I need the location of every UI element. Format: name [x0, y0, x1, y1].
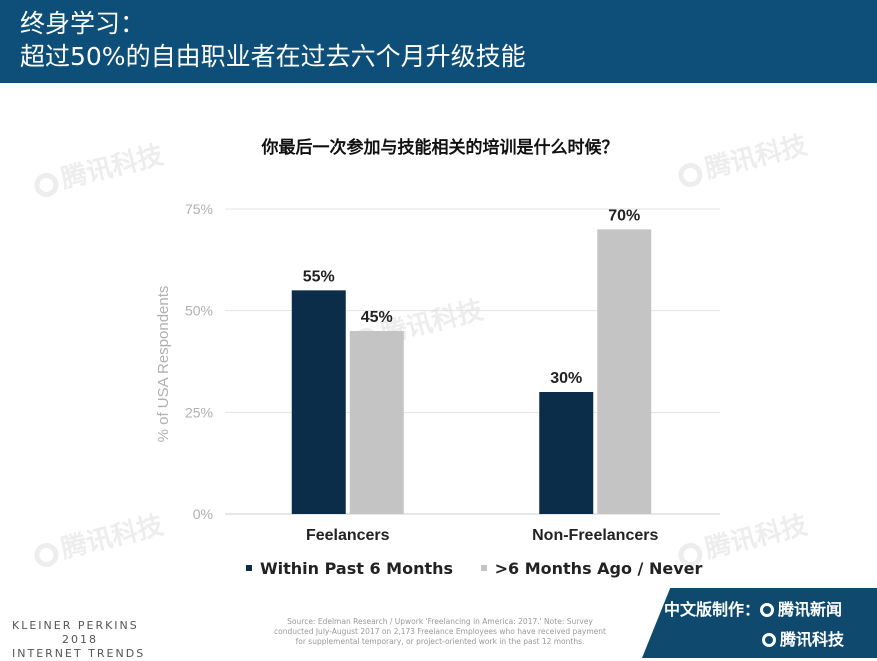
y-axis-label: % of USA Respondents	[155, 286, 172, 443]
brand-line2: 2018	[62, 633, 98, 646]
bar	[597, 229, 652, 515]
data-label: 70%	[608, 207, 640, 224]
data-label: 30%	[550, 370, 582, 387]
bar	[539, 392, 594, 514]
data-label: 45%	[361, 309, 393, 326]
legend-swatch	[246, 564, 252, 571]
brand-line1: KLEINER PERKINS	[12, 619, 139, 632]
data-label: 55%	[303, 268, 335, 285]
credit-ribbon: 中文版制作： 腾讯新闻 腾讯科技	[642, 588, 877, 658]
kp-brand: KLEINER PERKINS 2018 INTERNET TRENDS	[12, 619, 145, 661]
legend-item-over-6-months: >6 Months Ago / Never	[480, 559, 702, 578]
source-note: Source: Edelman Research / Upwork 'Freel…	[274, 617, 606, 646]
bar	[349, 331, 404, 514]
tencent-logo-icon	[760, 602, 775, 617]
legend-swatch	[480, 564, 487, 571]
credit-line1: 中文版制作： 腾讯新闻	[664, 596, 842, 620]
y-tick-label: 0%	[193, 506, 213, 522]
slide-title-line2: 超过50%的自由职业者在过去六个月升级技能	[20, 42, 526, 71]
y-tick-label: 50%	[185, 303, 213, 319]
header-bar: 终身学习： 超过50%的自由职业者在过去六个月升级技能	[0, 0, 877, 83]
credit-name2: 腾讯科技	[780, 630, 845, 649]
bar	[291, 290, 346, 514]
y-tick-label: 25%	[185, 404, 213, 420]
legend: Within Past 6 Months >6 Months Ago / Nev…	[246, 559, 724, 578]
credit-line2: 腾讯科技	[762, 626, 844, 650]
credit-label: 中文版制作：	[664, 600, 761, 619]
x-tick-label: Non-Freelancers	[532, 527, 658, 544]
slide-title-line1: 终身学习：	[20, 9, 146, 38]
brand-line3: INTERNET TRENDS	[12, 647, 146, 660]
chart-title: 你最后一次参加与技能相关的培训是什么时候？	[261, 138, 619, 158]
legend-item-within-6-months: Within Past 6 Months	[246, 559, 453, 578]
y-tick-label: 75%	[185, 201, 213, 217]
tencent-logo-icon	[762, 632, 776, 647]
x-tick-label: Feelancers	[306, 527, 390, 544]
credit-name1: 腾讯新闻	[778, 600, 843, 619]
